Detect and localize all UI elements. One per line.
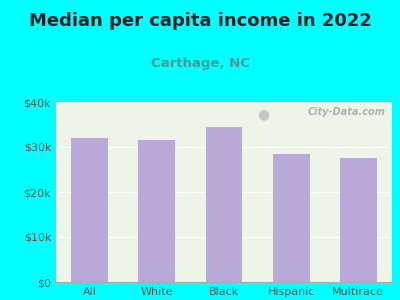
Text: Median per capita income in 2022: Median per capita income in 2022: [28, 12, 372, 30]
Text: ●: ●: [258, 107, 270, 122]
Bar: [206, 127, 242, 282]
Text: Carthage, NC: Carthage, NC: [150, 57, 250, 70]
Bar: [71, 138, 108, 282]
Bar: [340, 158, 377, 282]
Bar: [138, 140, 175, 282]
Text: City-Data.com: City-Data.com: [308, 107, 385, 117]
Bar: [273, 154, 310, 282]
